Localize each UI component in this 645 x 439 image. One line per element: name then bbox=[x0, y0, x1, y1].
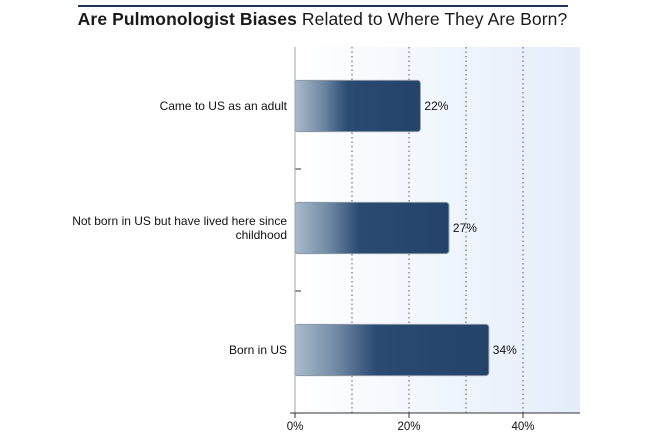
category-label: Came to US as an adult bbox=[160, 99, 288, 113]
category-label: childhood bbox=[236, 228, 287, 242]
chart-title-bold: Are Pulmonologist Biases bbox=[77, 9, 297, 29]
bar bbox=[294, 79, 421, 133]
x-tick-label: 0% bbox=[287, 421, 304, 433]
chart-title-rest: Related to Where They Are Born? bbox=[301, 9, 568, 29]
title-rule bbox=[78, 5, 568, 7]
data-label: 34% bbox=[493, 343, 517, 357]
data-label: 22% bbox=[424, 99, 448, 113]
data-label: 27% bbox=[453, 221, 477, 235]
category-label: Born in US bbox=[229, 343, 287, 357]
chart-title: Are Pulmonologist Biases Related to Wher… bbox=[0, 9, 645, 30]
bar bbox=[294, 201, 450, 255]
category-label: Not born in US but have lived here since bbox=[72, 214, 287, 228]
x-tick-label: 40% bbox=[511, 421, 534, 433]
x-tick-label: 20% bbox=[397, 421, 420, 433]
bar bbox=[294, 323, 490, 377]
